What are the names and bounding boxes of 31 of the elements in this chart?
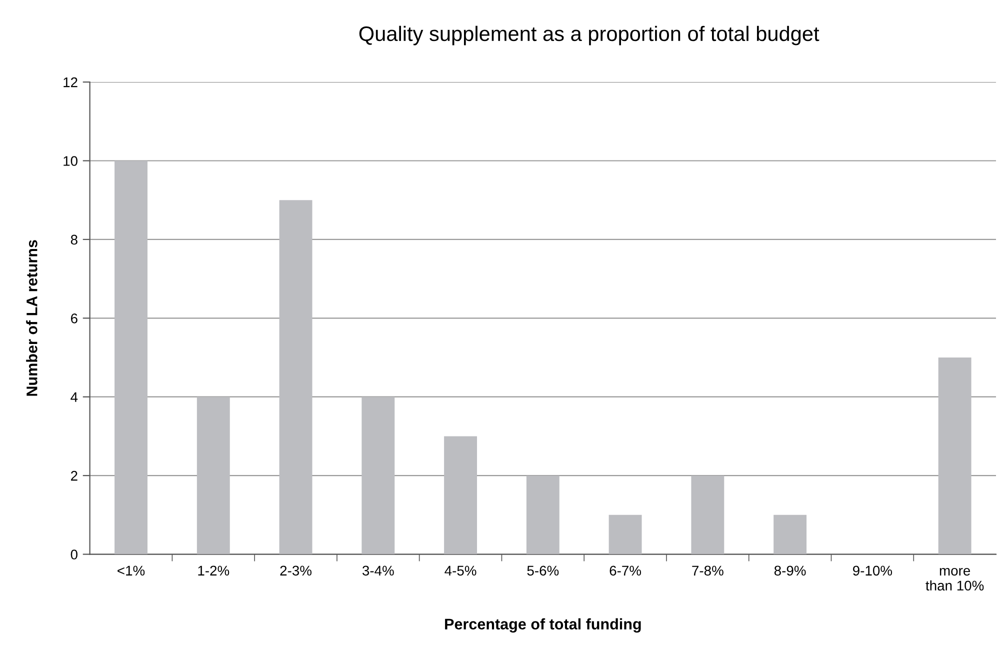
y-tick-label: 8 xyxy=(70,234,78,245)
y-axis-title: Number of LA returns xyxy=(26,240,38,396)
bar xyxy=(196,396,230,554)
x-tick-label: 1-2% xyxy=(198,566,230,576)
x-tick-label: 2-3% xyxy=(280,566,312,576)
bar xyxy=(444,436,478,554)
bar xyxy=(774,514,807,554)
bar xyxy=(114,160,148,554)
x-tick-label: 6-7% xyxy=(610,566,642,576)
x-tick-label: 3-4% xyxy=(362,566,394,576)
x-tick-label: 4-5% xyxy=(444,566,476,576)
x-tick-label: 5-6% xyxy=(527,566,559,576)
chart-title: Quality supplement as a proportion of total budget xyxy=(359,26,820,46)
bar xyxy=(691,476,724,554)
y-tick-label: 10 xyxy=(64,156,78,166)
x-tick-label: more than 10% xyxy=(926,568,984,591)
bar xyxy=(938,358,972,554)
y-tick-label: 4 xyxy=(70,392,78,402)
y-tick-label: 12 xyxy=(64,77,78,88)
bar xyxy=(526,476,560,554)
bar xyxy=(279,200,312,554)
x-tick-label: 9-10% xyxy=(853,566,892,576)
y-tick-label: 6 xyxy=(70,313,78,324)
x-tick-label: 7-8% xyxy=(692,566,724,576)
x-tick-label: 8-9% xyxy=(774,566,806,576)
y-tick-label: 0 xyxy=(70,550,78,560)
y-tick-label: 2 xyxy=(70,470,78,481)
x-tick-label: <1% xyxy=(118,566,145,576)
x-axis-title: Percentage of total funding xyxy=(445,618,641,633)
bar xyxy=(608,514,642,554)
bar xyxy=(362,396,395,554)
